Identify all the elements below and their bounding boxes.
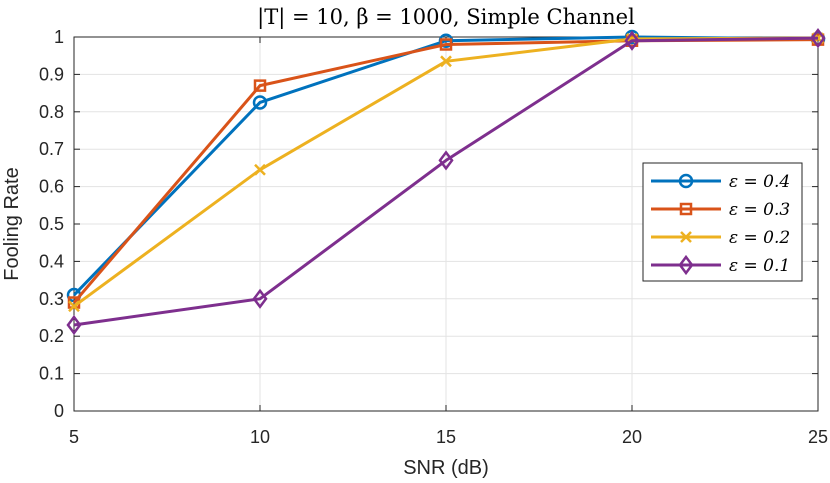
chart-title: |T| = 10, β = 1000, Simple Channel bbox=[257, 5, 635, 30]
series-3 bbox=[66, 28, 826, 336]
legend-marker bbox=[678, 173, 694, 189]
data-point bbox=[252, 95, 268, 110]
legend-marker bbox=[678, 254, 694, 276]
x-tick-label: 10 bbox=[250, 427, 270, 447]
legend-box bbox=[642, 162, 803, 282]
y-tick-label: 1 bbox=[54, 27, 64, 47]
series-line bbox=[73, 36, 819, 327]
y-tick-label: 0.2 bbox=[39, 326, 64, 346]
data-point bbox=[253, 79, 267, 92]
data-point bbox=[810, 28, 826, 49]
y-tick-label: 0.8 bbox=[39, 102, 64, 122]
data-point bbox=[440, 55, 452, 68]
y-tick-label: 0.6 bbox=[39, 177, 64, 197]
data-point bbox=[254, 163, 266, 176]
data-point bbox=[439, 38, 453, 51]
data-point bbox=[252, 288, 268, 309]
data-point bbox=[66, 314, 82, 336]
y-tick-label: 0.3 bbox=[39, 289, 64, 309]
x-axis-label: SNR (dB) bbox=[403, 457, 489, 479]
x-tick-label: 15 bbox=[436, 427, 456, 447]
axis-ticks: 00.10.20.30.40.50.60.70.80.915 10 15 20 25 bbox=[39, 27, 828, 447]
legend-marker bbox=[680, 231, 692, 243]
x-tick-label: 5 bbox=[69, 427, 79, 447]
y-axis-label: Fooling Rate bbox=[1, 167, 23, 280]
y-tick-label: 0.4 bbox=[39, 251, 64, 271]
y-tick-label: 0 bbox=[54, 401, 64, 421]
x-tick-label: 25 bbox=[808, 427, 828, 447]
y-tick-label: 0.5 bbox=[39, 214, 64, 234]
legend-label: ε = 0.3 bbox=[729, 200, 790, 220]
y-tick-label: 0.1 bbox=[39, 364, 64, 384]
data-point bbox=[624, 30, 640, 51]
data-series bbox=[66, 28, 826, 336]
legend-marker bbox=[679, 202, 693, 216]
legend: ε = 0.4 ε = 0.3 ε = 0.2 ε = 0.1 bbox=[642, 162, 803, 282]
y-tick-label: 0.9 bbox=[39, 64, 64, 84]
x-tick-label: 20 bbox=[622, 427, 642, 447]
data-point bbox=[438, 150, 454, 171]
y-tick-label: 0.7 bbox=[39, 139, 64, 159]
legend-label: ε = 0.2 bbox=[729, 228, 790, 248]
legend-label: ε = 0.1 bbox=[729, 256, 790, 276]
data-point bbox=[68, 300, 80, 313]
legend-label: ε = 0.4 bbox=[729, 172, 790, 192]
